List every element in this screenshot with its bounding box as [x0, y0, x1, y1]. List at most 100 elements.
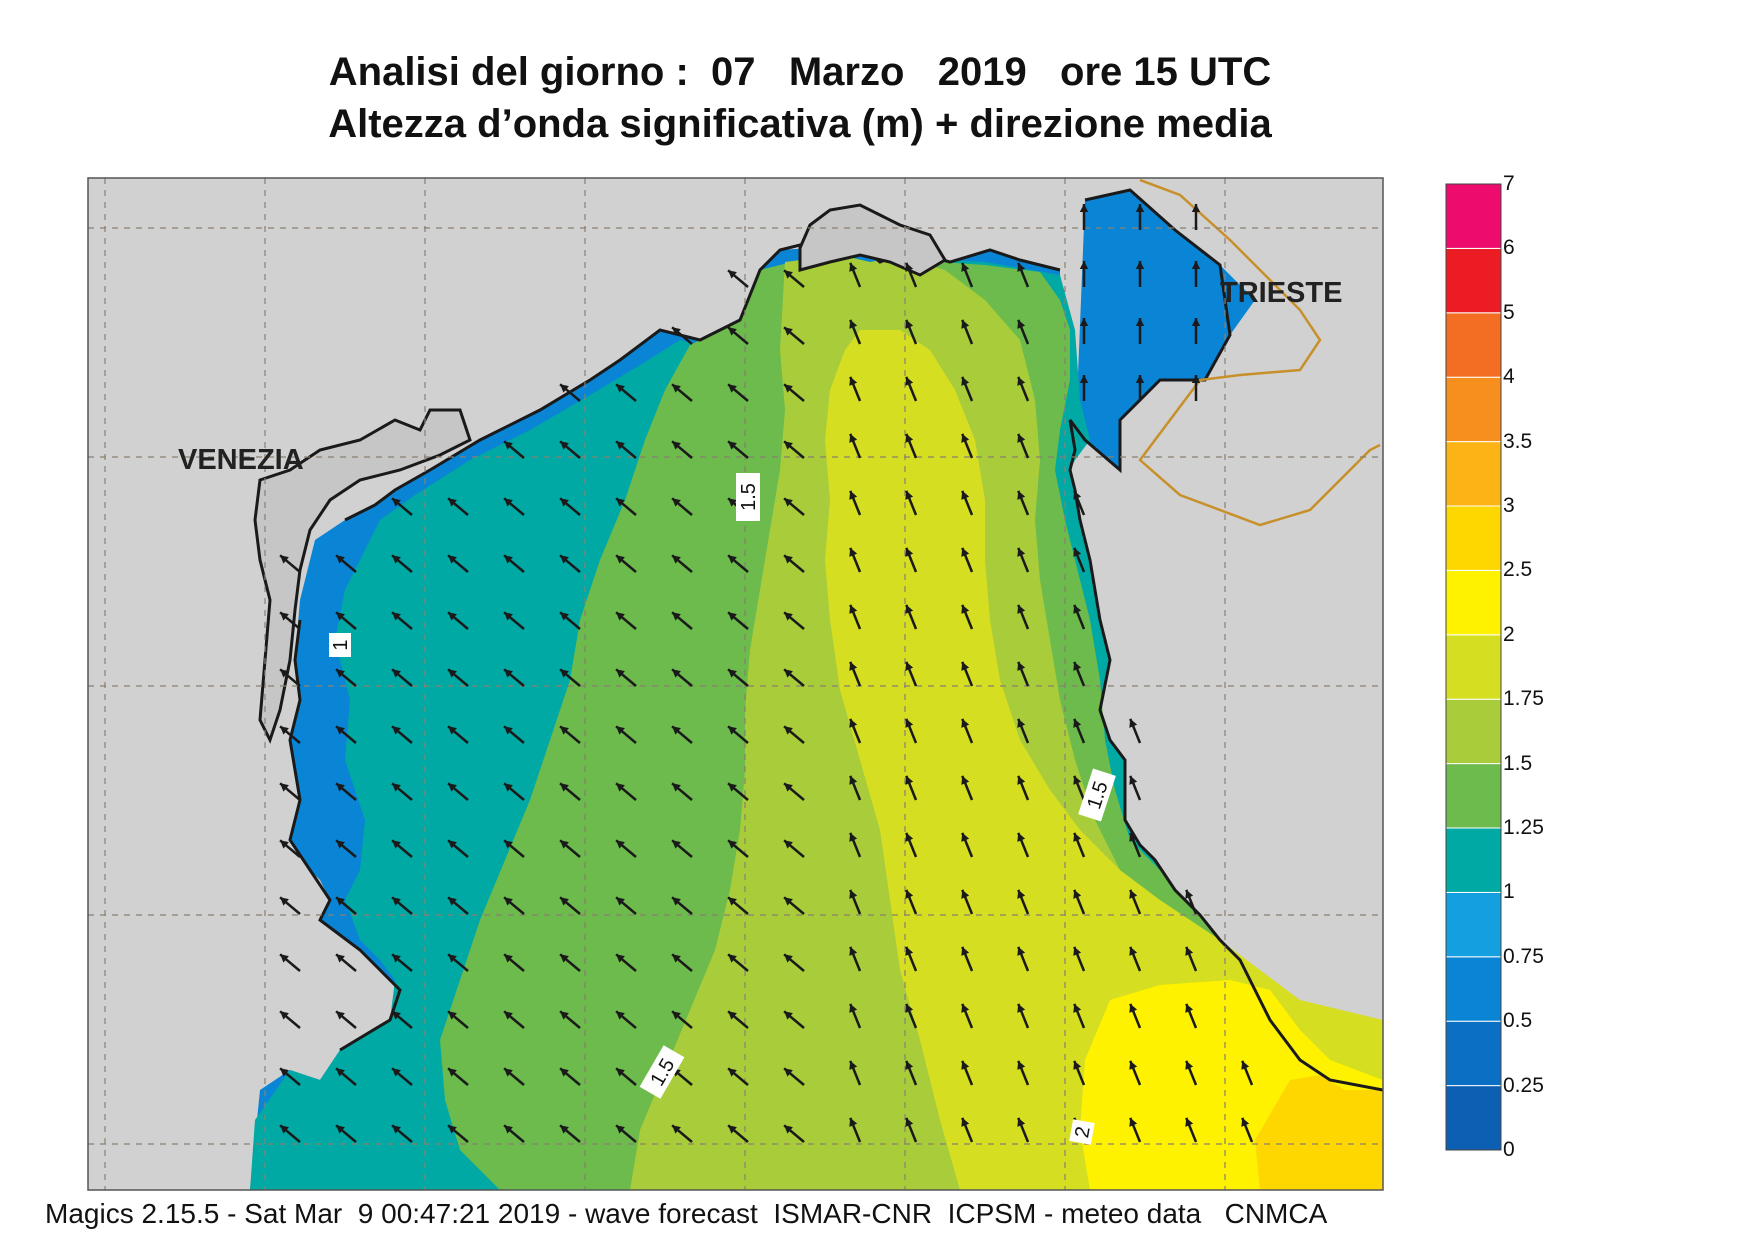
arrowhead-icon: [905, 1117, 914, 1127]
arrowhead-icon: [616, 441, 625, 450]
colorbar-swatch: [1445, 698, 1502, 765]
arrowhead-icon: [336, 1125, 345, 1134]
arrowhead-icon: [1185, 946, 1194, 956]
arrowhead-icon: [392, 783, 401, 792]
arrowhead-icon: [728, 897, 737, 906]
arrowhead-icon: [560, 954, 569, 963]
arrowhead-icon: [961, 604, 970, 614]
arrowhead-icon: [961, 832, 970, 842]
map-frame: [87, 177, 1384, 1191]
arrowhead-icon: [1185, 1003, 1194, 1013]
arrowhead-icon: [728, 1125, 737, 1134]
arrowhead-icon: [1079, 204, 1089, 212]
arrowhead-icon: [336, 783, 345, 792]
arrowhead-icon: [616, 726, 625, 735]
arrowhead-icon: [280, 1011, 289, 1020]
arrowhead-icon: [905, 433, 914, 443]
arrowhead-icon: [849, 1117, 858, 1127]
colorbar-swatch: [1445, 505, 1502, 571]
arrowhead-icon: [849, 1060, 858, 1070]
arrowhead-icon: [784, 897, 793, 906]
arrowhead-icon: [1017, 319, 1026, 329]
arrowhead-icon: [784, 327, 793, 336]
arrowhead-icon: [784, 498, 793, 507]
arrowhead-icon: [1073, 490, 1082, 500]
arrowhead-icon: [560, 1068, 569, 1077]
arrowhead-icon: [1191, 204, 1201, 212]
arrowhead-icon: [784, 1011, 793, 1020]
arrowhead-icon: [336, 954, 345, 963]
svg-text:2: 2: [1071, 1125, 1095, 1140]
arrowhead-icon: [961, 946, 970, 956]
arrowhead-icon: [504, 783, 513, 792]
colorbar-label: 0.75: [1503, 944, 1544, 968]
arrowhead-icon: [280, 783, 289, 792]
arrowhead-icon: [1191, 261, 1201, 269]
colorbar-label: 5: [1503, 300, 1515, 324]
arrowhead-icon: [849, 547, 858, 557]
arrowhead-icon: [616, 1125, 625, 1134]
arrowhead-icon: [672, 441, 681, 450]
arrowhead-icon: [616, 612, 625, 621]
arrowhead-icon: [504, 555, 513, 564]
arrowhead-icon: [616, 1011, 625, 1020]
city-label-venezia: VENEZIA: [178, 444, 304, 476]
arrowhead-icon: [448, 726, 457, 735]
contour-label: 1: [329, 633, 352, 657]
arrowhead-icon: [336, 612, 345, 621]
arrowhead-icon: [448, 954, 457, 963]
arrowhead-icon: [728, 327, 737, 336]
arrowhead-icon: [1017, 946, 1026, 956]
arrowhead-icon: [905, 1060, 914, 1070]
arrowhead-icon: [672, 669, 681, 678]
colorbar-label: 0.5: [1503, 1009, 1533, 1033]
arrowhead-icon: [280, 954, 289, 963]
arrowhead-icon: [728, 783, 737, 792]
arrowhead-icon: [1073, 946, 1082, 956]
arrowhead-icon: [1017, 433, 1026, 443]
arrowhead-icon: [849, 490, 858, 500]
arrowhead-icon: [504, 669, 513, 678]
arrowhead-icon: [784, 555, 793, 564]
arrowhead-icon: [560, 897, 569, 906]
arrowhead-icon: [784, 384, 793, 393]
arrowhead-icon: [1185, 1060, 1194, 1070]
arrowhead-icon: [1079, 261, 1089, 269]
arrowhead-icon: [336, 726, 345, 735]
colorbar-label: 0.25: [1503, 1073, 1544, 1097]
colorbar-swatch: [1445, 376, 1502, 443]
arrowhead-icon: [616, 669, 625, 678]
arrowhead-icon: [905, 604, 914, 614]
arrowhead-icon: [1129, 1060, 1138, 1070]
arrowhead-icon: [336, 555, 345, 564]
arrowhead-icon: [1185, 889, 1194, 899]
arrowhead-icon: [1017, 376, 1026, 386]
arrowhead-icon: [1129, 832, 1138, 842]
arrowhead-icon: [392, 555, 401, 564]
arrowhead-icon: [280, 669, 289, 678]
arrowhead-icon: [728, 954, 737, 963]
arrowhead-icon: [728, 840, 737, 849]
arrowhead-icon: [905, 319, 914, 329]
arrowhead-icon: [1017, 604, 1026, 614]
arrowhead-icon: [504, 498, 513, 507]
arrowhead-icon: [616, 384, 625, 393]
arrowhead-icon: [672, 384, 681, 393]
arrowhead-icon: [905, 262, 914, 272]
arrowhead-icon: [1073, 661, 1082, 671]
arrowhead-icon: [1079, 375, 1089, 383]
arrowhead-icon: [849, 832, 858, 842]
arrowhead-icon: [672, 726, 681, 735]
arrowhead-icon: [560, 1011, 569, 1020]
arrowhead-icon: [560, 384, 569, 393]
colorbar-swatch: [1445, 569, 1502, 636]
arrowhead-icon: [1073, 547, 1082, 557]
arrowhead-icon: [1017, 775, 1026, 785]
arrowhead-icon: [616, 555, 625, 564]
arrowhead-icon: [280, 840, 289, 849]
colorbar-swatch: [1445, 312, 1502, 378]
arrowhead-icon: [504, 1068, 513, 1077]
sea-zone-175-2: [825, 330, 1383, 1190]
colorbar-swatch: [1445, 956, 1502, 1022]
footer-credit: Magics 2.15.5 - Sat Mar 9 00:47:21 2019 …: [45, 1198, 1328, 1229]
